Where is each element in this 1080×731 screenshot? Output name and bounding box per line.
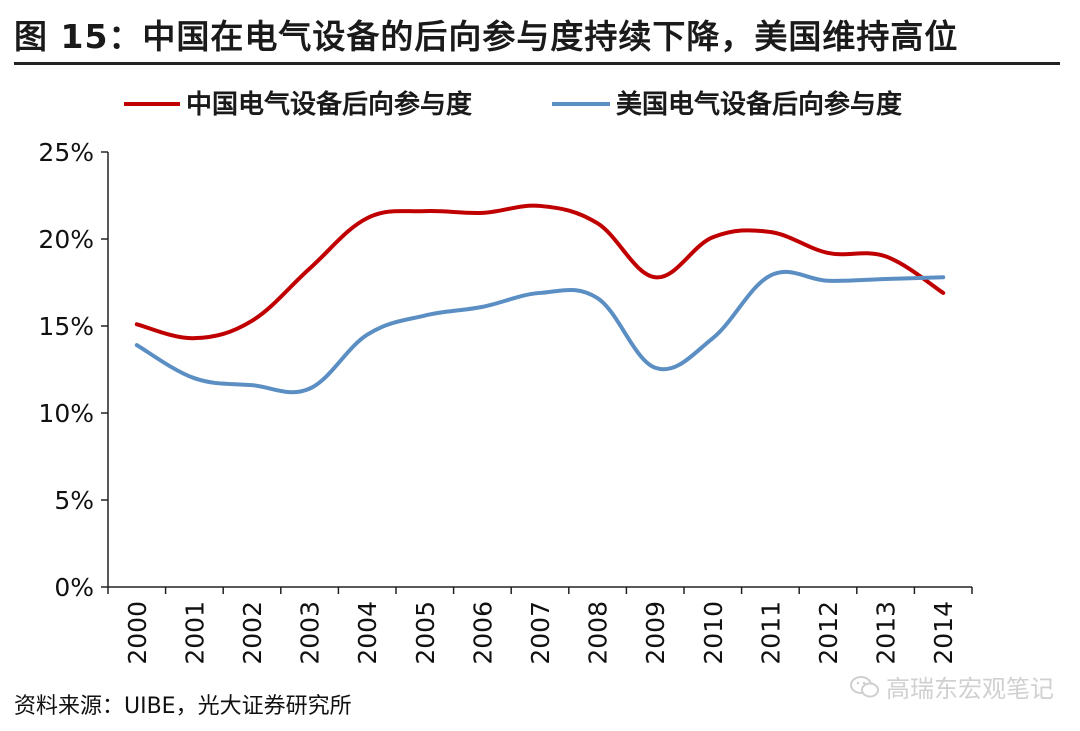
data-point: [826, 251, 830, 255]
x-tick-label: 2011: [756, 601, 785, 665]
data-point: [480, 211, 484, 215]
data-point: [192, 376, 196, 380]
source-note: 资料来源：UIBE，光大证券研究所: [14, 694, 352, 719]
page-title: 图 15：中国在电气设备的后向参与度持续下降，美国维持高位: [14, 17, 959, 56]
x-tick-label: 2008: [584, 601, 613, 665]
data-point: [941, 275, 945, 279]
data-point: [826, 279, 830, 283]
data-point: [308, 267, 312, 271]
watermark: 高瑞东宏观笔记: [850, 669, 1054, 704]
data-point: [653, 275, 657, 279]
data-point: [423, 314, 427, 318]
data-point: [365, 333, 369, 337]
title-divider: [14, 62, 1060, 65]
watermark-text: 高瑞东宏观笔记: [886, 675, 1054, 703]
data-point: [941, 291, 945, 295]
x-tick-label: 2005: [411, 601, 440, 665]
y-tick-label: 25%: [38, 138, 94, 167]
x-tick-label: 2010: [699, 601, 728, 665]
y-tick-label: 20%: [38, 225, 94, 254]
x-tick-label: 2000: [123, 601, 152, 665]
data-point: [884, 277, 888, 281]
data-point: [596, 296, 600, 300]
data-point: [250, 319, 254, 323]
y-tick-label: 0%: [54, 573, 94, 602]
data-point: [192, 336, 196, 340]
data-point: [768, 230, 772, 234]
y-tick-label: 15%: [38, 312, 94, 341]
data-point: [423, 209, 427, 213]
data-point: [538, 204, 542, 208]
data-point: [135, 322, 139, 326]
x-tick-label: 2002: [238, 601, 267, 665]
data-point: [884, 254, 888, 258]
x-tick-label: 2001: [180, 601, 209, 665]
data-point: [365, 216, 369, 220]
x-tick-label: 2003: [296, 601, 325, 665]
y-tick-label: 5%: [54, 486, 94, 515]
legend-label: 美国电气设备后向参与度: [616, 89, 902, 120]
x-tick-label: 2004: [353, 601, 382, 665]
x-tick-label: 2009: [641, 601, 670, 665]
data-point: [135, 343, 139, 347]
series-line-china: [134, 203, 946, 341]
data-point: [250, 383, 254, 387]
data-point: [596, 221, 600, 225]
x-tick-label: 2006: [468, 601, 497, 665]
chart-legend: 中国电气设备后向参与度 美国电气设备后向参与度: [124, 89, 902, 120]
x-tick-label: 2012: [814, 601, 843, 665]
x-tick-label: 2013: [872, 601, 901, 665]
x-tick-label: 2014: [929, 601, 958, 665]
data-point: [768, 274, 772, 278]
data-point: [480, 305, 484, 309]
line-chart: 中国电气设备后向参与度 美国电气设备后向参与度 0% 5% 10% 15% 20% 25% 2…: [38, 89, 973, 665]
y-tick-label: 10%: [38, 399, 94, 428]
series-line-usa: [134, 269, 946, 395]
data-point: [711, 235, 715, 239]
legend-label: 中国电气设备后向参与度: [186, 89, 472, 120]
wechat-icon: [850, 675, 879, 697]
chart-series: [134, 203, 946, 395]
data-point: [308, 387, 312, 391]
chart-axes: 0% 5% 10% 15% 20% 25% 2000 2001 2002 2003 2004 2005…: [38, 138, 973, 665]
data-point: [538, 291, 542, 295]
data-point: [711, 336, 715, 340]
x-tick-label: 2007: [526, 601, 555, 665]
data-point: [653, 366, 657, 370]
